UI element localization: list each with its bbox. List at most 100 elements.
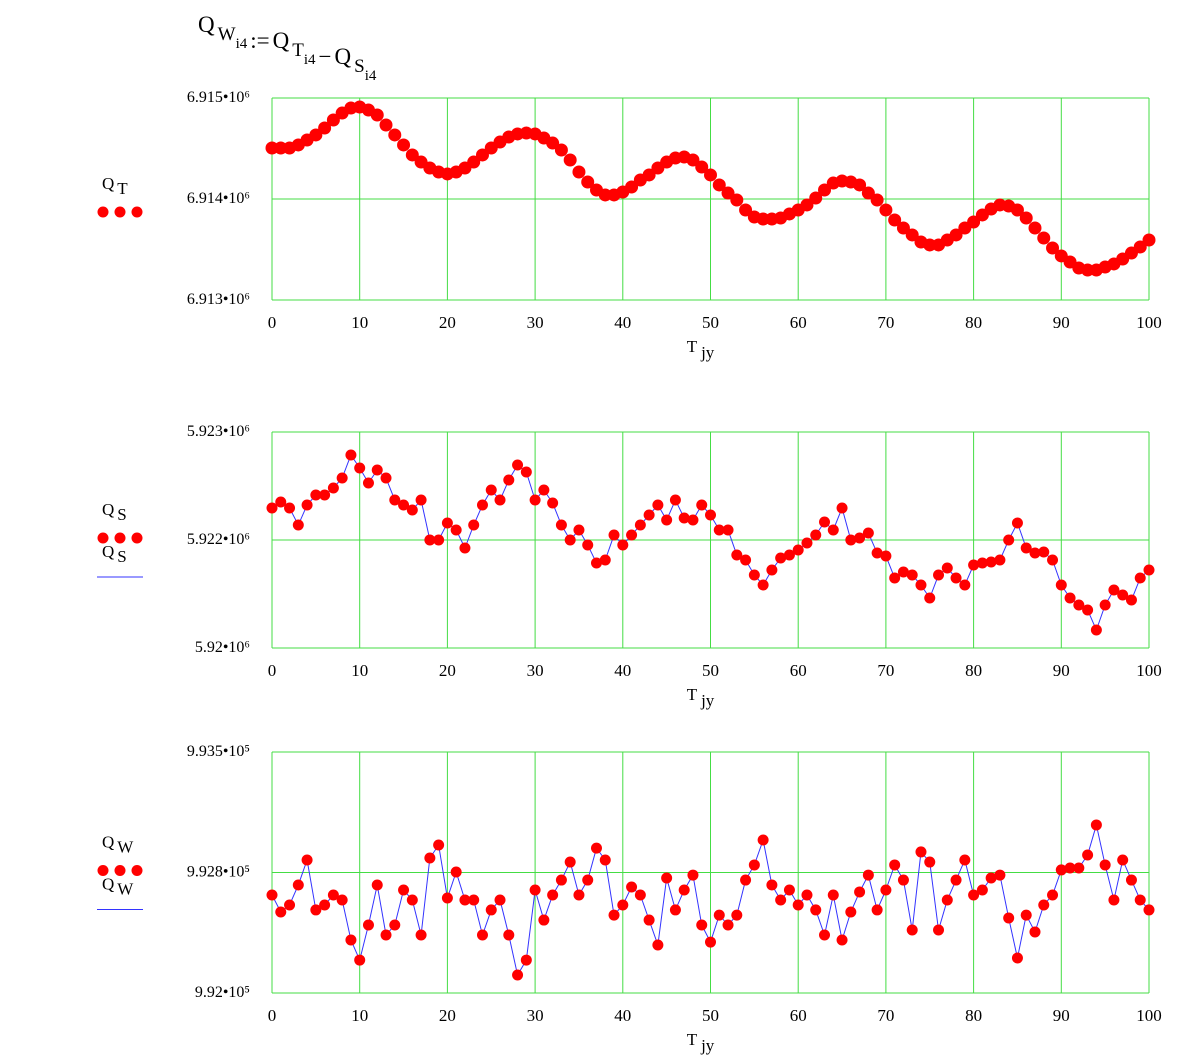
data-point [275,496,287,508]
data-point [529,494,541,506]
data-point [766,879,778,891]
data-point [722,919,734,931]
data-point [1073,599,1085,611]
data-point [643,509,655,521]
data-point [704,168,717,182]
data-point [792,899,804,911]
legend-symbol: Q [102,500,114,519]
data-point [318,121,332,135]
subscript: W [218,24,236,45]
data-point [1046,241,1060,255]
legend-dot [97,865,109,876]
data-point [538,914,550,926]
data-point [748,859,760,871]
data-point [634,519,646,531]
x-tick-label: 90 [1053,1006,1070,1025]
data-point [871,547,883,559]
data-point [626,881,638,893]
data-point [695,160,709,174]
data-point [626,529,638,541]
legend-symbol: Q [102,174,114,193]
data-point [582,539,594,551]
data-point [985,872,997,884]
data-point [433,839,445,851]
data-point [599,854,611,866]
data-point [284,502,296,514]
data-point [731,549,743,561]
data-point [941,894,953,906]
symbol: Q [335,44,352,69]
x-tick-label: 50 [702,661,719,680]
data-point [590,842,602,854]
data-point [459,542,471,554]
data-point [336,472,348,484]
x-tick-label: 30 [527,313,544,332]
data-point [836,502,848,514]
data-point [450,866,462,878]
index: i4 [365,68,377,84]
operator: := [250,28,269,53]
data-point [783,549,795,561]
data-point [406,894,418,906]
data-point [1073,862,1085,874]
operator: − [319,44,332,69]
data-point [1082,849,1094,861]
data-point [371,879,383,891]
data-point [1011,952,1023,964]
data-point [1143,564,1155,576]
data-point [1134,894,1146,906]
data-point [924,856,936,868]
index: i4 [236,36,248,52]
y-tick-label: 5.92•10⁶ [195,639,250,656]
data-point [870,193,884,207]
data-point [950,874,962,886]
data-point [687,514,699,526]
subscript: T [292,40,304,61]
x-tick-label: 10 [351,661,368,680]
data-point [730,193,744,207]
data-point [696,499,708,511]
data-point [889,572,901,584]
data-point [310,904,322,916]
x-tick-label: 80 [965,661,982,680]
legend-dot [114,206,126,218]
subscript: S [354,56,365,77]
data-point [661,514,673,526]
data-point [468,894,480,906]
data-point [696,919,708,931]
x-tick-label: 80 [965,1006,982,1025]
data-point [757,579,769,591]
legend-dot [97,532,109,544]
data-point [1125,594,1137,606]
x-tick-label: 20 [439,1006,456,1025]
data-point [573,524,585,536]
legend-dot [131,865,143,876]
y-tick-label: 5.922•10⁶ [187,531,250,548]
legend-subscript: S [117,505,126,524]
data-point [800,198,814,212]
legend-dot [131,206,143,218]
data-point [810,529,822,541]
data-point [582,874,594,886]
data-point [1037,231,1051,245]
data-point [783,884,795,896]
data-point [1003,534,1015,546]
data-point [1029,547,1041,559]
data-point [1142,233,1156,247]
data-point [1099,859,1111,871]
data-point [819,516,831,528]
data-point [933,924,945,936]
legend-symbol: Q [102,875,114,894]
data-point [967,215,981,229]
x-tick-label: 10 [351,313,368,332]
x-axis-symbol: T [687,337,698,356]
data-point [512,969,524,981]
data-point [379,118,393,132]
data-point [897,566,909,578]
data-point [1047,554,1059,566]
data-point [1003,912,1015,924]
data-point [284,899,296,911]
data-point [941,562,953,574]
